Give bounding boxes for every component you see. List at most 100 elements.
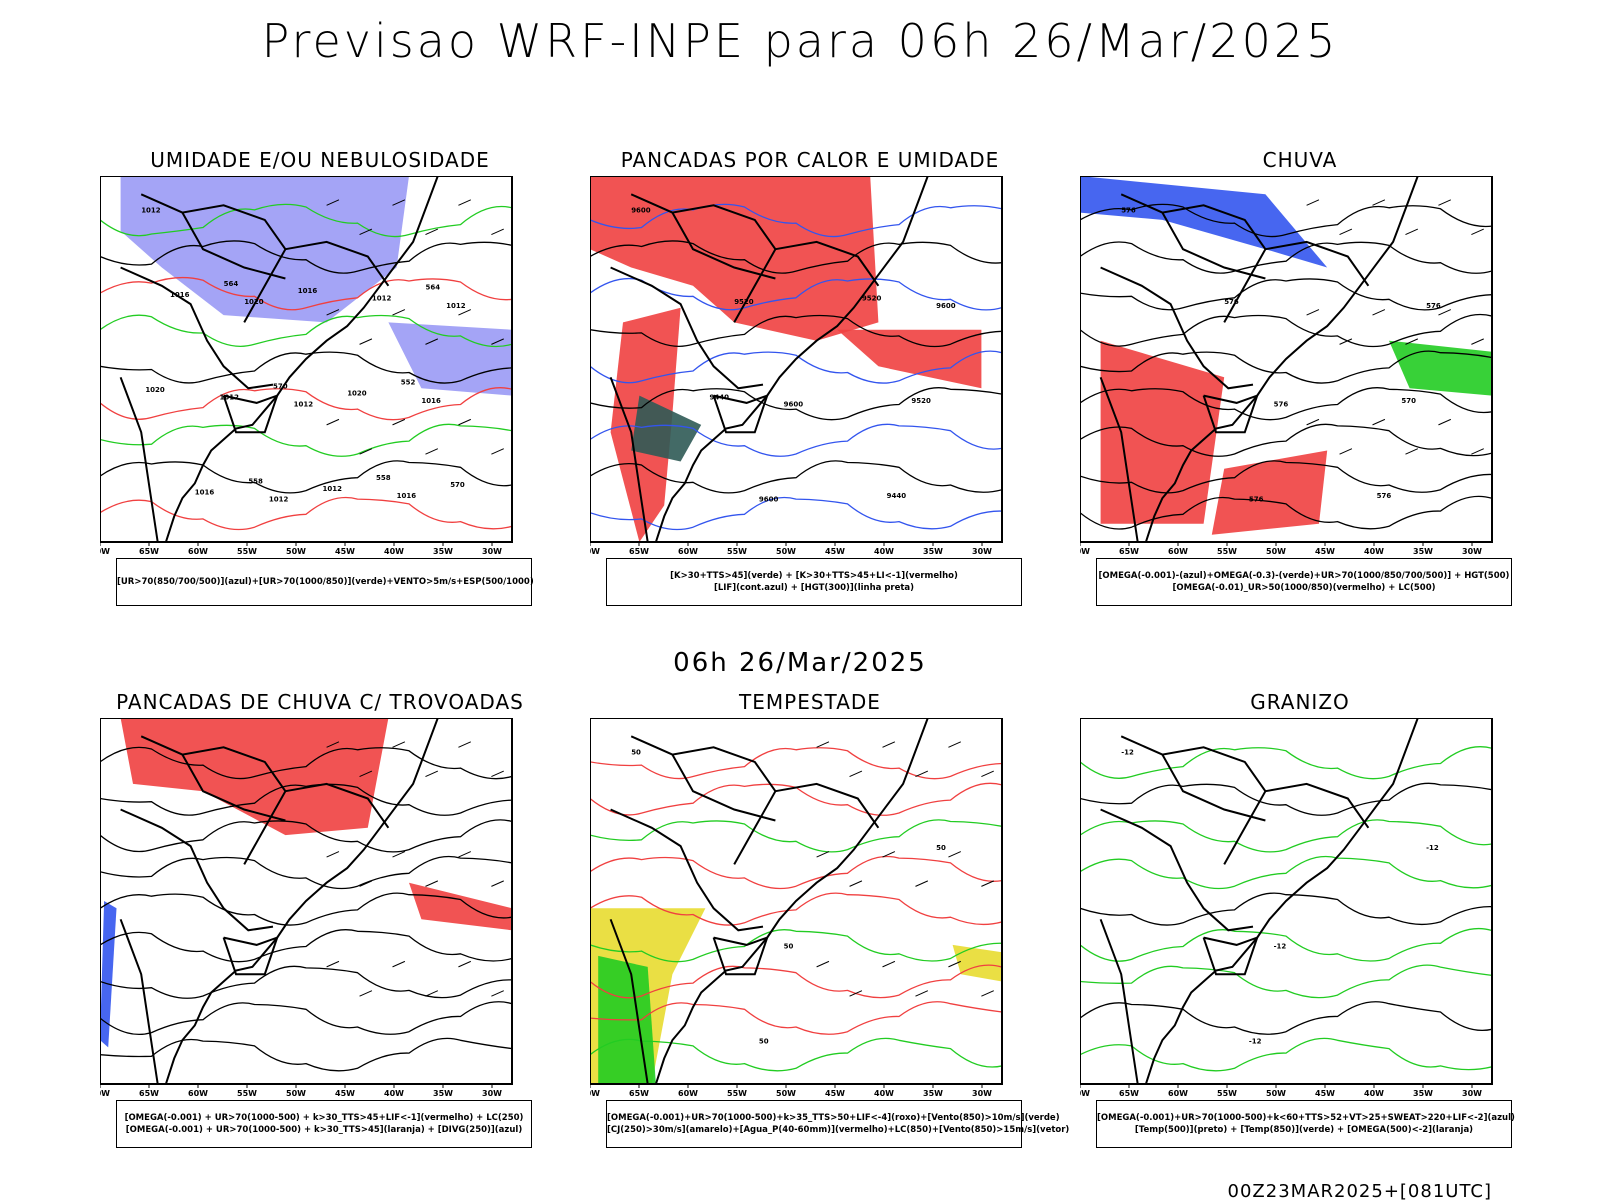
contour-line bbox=[1080, 964, 1492, 999]
map-panel: PANCADAS POR CALOR E UMIDADE 9600 9600 9600… bbox=[590, 148, 1030, 620]
contour-label: 9600 bbox=[936, 302, 956, 310]
contour-line bbox=[590, 1037, 1002, 1072]
longitude-label: 30W bbox=[972, 1089, 992, 1098]
longitude-label: 50W bbox=[776, 547, 796, 556]
wind-arrow bbox=[491, 990, 504, 997]
contour-label: 1012 bbox=[294, 401, 314, 409]
wind-arrow bbox=[1372, 199, 1386, 206]
longitude-label: 45W bbox=[825, 547, 845, 556]
country-border bbox=[1161, 754, 1266, 822]
wind-arrow bbox=[425, 338, 439, 345]
wind-arrow bbox=[1372, 309, 1386, 316]
contour-line bbox=[1080, 423, 1492, 457]
contour-line bbox=[590, 819, 1002, 853]
longitude-label: 40W bbox=[874, 547, 894, 556]
country-border bbox=[1120, 735, 1267, 865]
wind-arrow bbox=[1438, 418, 1452, 426]
contour-label: 9440 bbox=[709, 393, 729, 401]
contour-line bbox=[590, 747, 1002, 780]
shaded-region bbox=[1080, 176, 1328, 268]
contour-label: 1012 bbox=[446, 302, 466, 310]
contour-label: 9520 bbox=[862, 294, 882, 302]
contour-label: -12 bbox=[1274, 943, 1287, 951]
contour-line bbox=[590, 892, 1002, 926]
longitude-label: 45W bbox=[335, 1089, 355, 1098]
wind-arrow bbox=[1405, 448, 1419, 455]
wind-arrow bbox=[425, 770, 439, 778]
shaded-region bbox=[409, 882, 512, 931]
contour-line bbox=[590, 964, 1002, 999]
contour-line bbox=[1080, 782, 1492, 816]
country-border bbox=[222, 935, 279, 976]
forecast-map: 96009600960096009520952094409440952012S1… bbox=[590, 176, 1003, 556]
country-border bbox=[285, 240, 390, 287]
contour-label: 9520 bbox=[734, 298, 754, 306]
map-panel: PANCADAS DE CHUVA C/ TROVOADAS12S15S18S2… bbox=[100, 690, 540, 1162]
contour-line bbox=[100, 496, 512, 531]
contour-line bbox=[100, 783, 512, 816]
longitude-label: 35W bbox=[923, 547, 943, 556]
wind-arrow bbox=[1438, 199, 1452, 206]
longitude-label: 65W bbox=[139, 1089, 159, 1098]
contour-label: 9600 bbox=[631, 207, 651, 215]
legend-line: [OMEGA(-0.001)-(azul)+OMEGA(-0.3)-(verde… bbox=[1098, 571, 1510, 581]
legend-line: [OMEGA(-0.01)_UR>50(1000/850)(vermelho) … bbox=[1172, 583, 1436, 593]
wind-arrow bbox=[458, 741, 472, 748]
wind-arrow bbox=[458, 851, 472, 858]
shaded-region bbox=[1100, 340, 1225, 524]
contour-label: 1012 bbox=[269, 496, 289, 504]
legend-line: [LIF](cont.azul) + [HGT(300)](linha pret… bbox=[713, 583, 915, 593]
forecast-map: 1012 1012 1012 1012 1016 1020 1016 1012 1012 1016… bbox=[100, 176, 513, 556]
contour-line bbox=[100, 351, 512, 384]
country-border bbox=[712, 393, 769, 434]
contour-line bbox=[1080, 927, 1492, 962]
country-border bbox=[1202, 935, 1259, 976]
country-border bbox=[775, 240, 880, 287]
contour-label: 558 bbox=[248, 477, 263, 485]
contour-line bbox=[100, 929, 512, 963]
wind-arrow bbox=[491, 338, 504, 345]
contour-line bbox=[1080, 460, 1492, 494]
wind-arrow bbox=[948, 741, 962, 748]
panel-title: PANCADAS POR CALOR E UMIDADE bbox=[620, 148, 1000, 172]
longitude-label: 30W bbox=[482, 547, 502, 556]
longitude-label: 65W bbox=[139, 547, 159, 556]
wind-arrow bbox=[359, 228, 373, 236]
contour-line bbox=[1080, 1037, 1492, 1072]
panel-title: GRANIZO bbox=[1250, 690, 1350, 714]
contour-line bbox=[100, 240, 512, 274]
contour-line bbox=[100, 1037, 512, 1072]
wind-arrow bbox=[816, 851, 830, 858]
map-frame bbox=[1080, 718, 1493, 1085]
longitude-label: 40W bbox=[1364, 547, 1384, 556]
contour-line bbox=[1080, 350, 1492, 384]
longitude-label: 70W bbox=[100, 547, 110, 556]
wind-arrow bbox=[425, 990, 439, 997]
coastline bbox=[654, 718, 929, 1084]
longitude-label: 40W bbox=[384, 547, 404, 556]
contour-label: 1012 bbox=[372, 294, 392, 302]
wind-arrow bbox=[392, 418, 406, 426]
forecast-map: 12S15S18S21S24S27S30S33S36S39S42S70W65W6… bbox=[100, 718, 513, 1098]
contour-line bbox=[100, 1001, 512, 1036]
longitude-label: 60W bbox=[188, 547, 208, 556]
contour-label: -12 bbox=[1249, 1038, 1262, 1046]
legend-box: [OMEGA(-0.001)-(azul)+OMEGA(-0.3)-(verde… bbox=[1096, 558, 1512, 606]
contour-line bbox=[590, 496, 1002, 531]
contour-label: 1020 bbox=[244, 298, 264, 306]
wind-arrow bbox=[1471, 338, 1484, 345]
contour-label: 1020 bbox=[347, 390, 367, 398]
longitude-label: 60W bbox=[1168, 547, 1188, 556]
wind-arrow bbox=[359, 448, 373, 455]
country-border bbox=[1099, 376, 1139, 542]
wind-arrow bbox=[849, 880, 863, 887]
longitude-label: 50W bbox=[286, 547, 306, 556]
longitude-label: 70W bbox=[1080, 547, 1090, 556]
legend-line: [OMEGA(-0.001)+UR>70(1000-500)+k>35_TTS>… bbox=[607, 1113, 1060, 1123]
wind-arrow bbox=[392, 199, 406, 206]
contour-label: 1012 bbox=[141, 207, 161, 215]
contour-label: 50 bbox=[936, 844, 946, 852]
longitude-label: 45W bbox=[1315, 547, 1335, 556]
wind-arrow bbox=[981, 770, 994, 778]
longitude-label: 40W bbox=[874, 1089, 894, 1098]
